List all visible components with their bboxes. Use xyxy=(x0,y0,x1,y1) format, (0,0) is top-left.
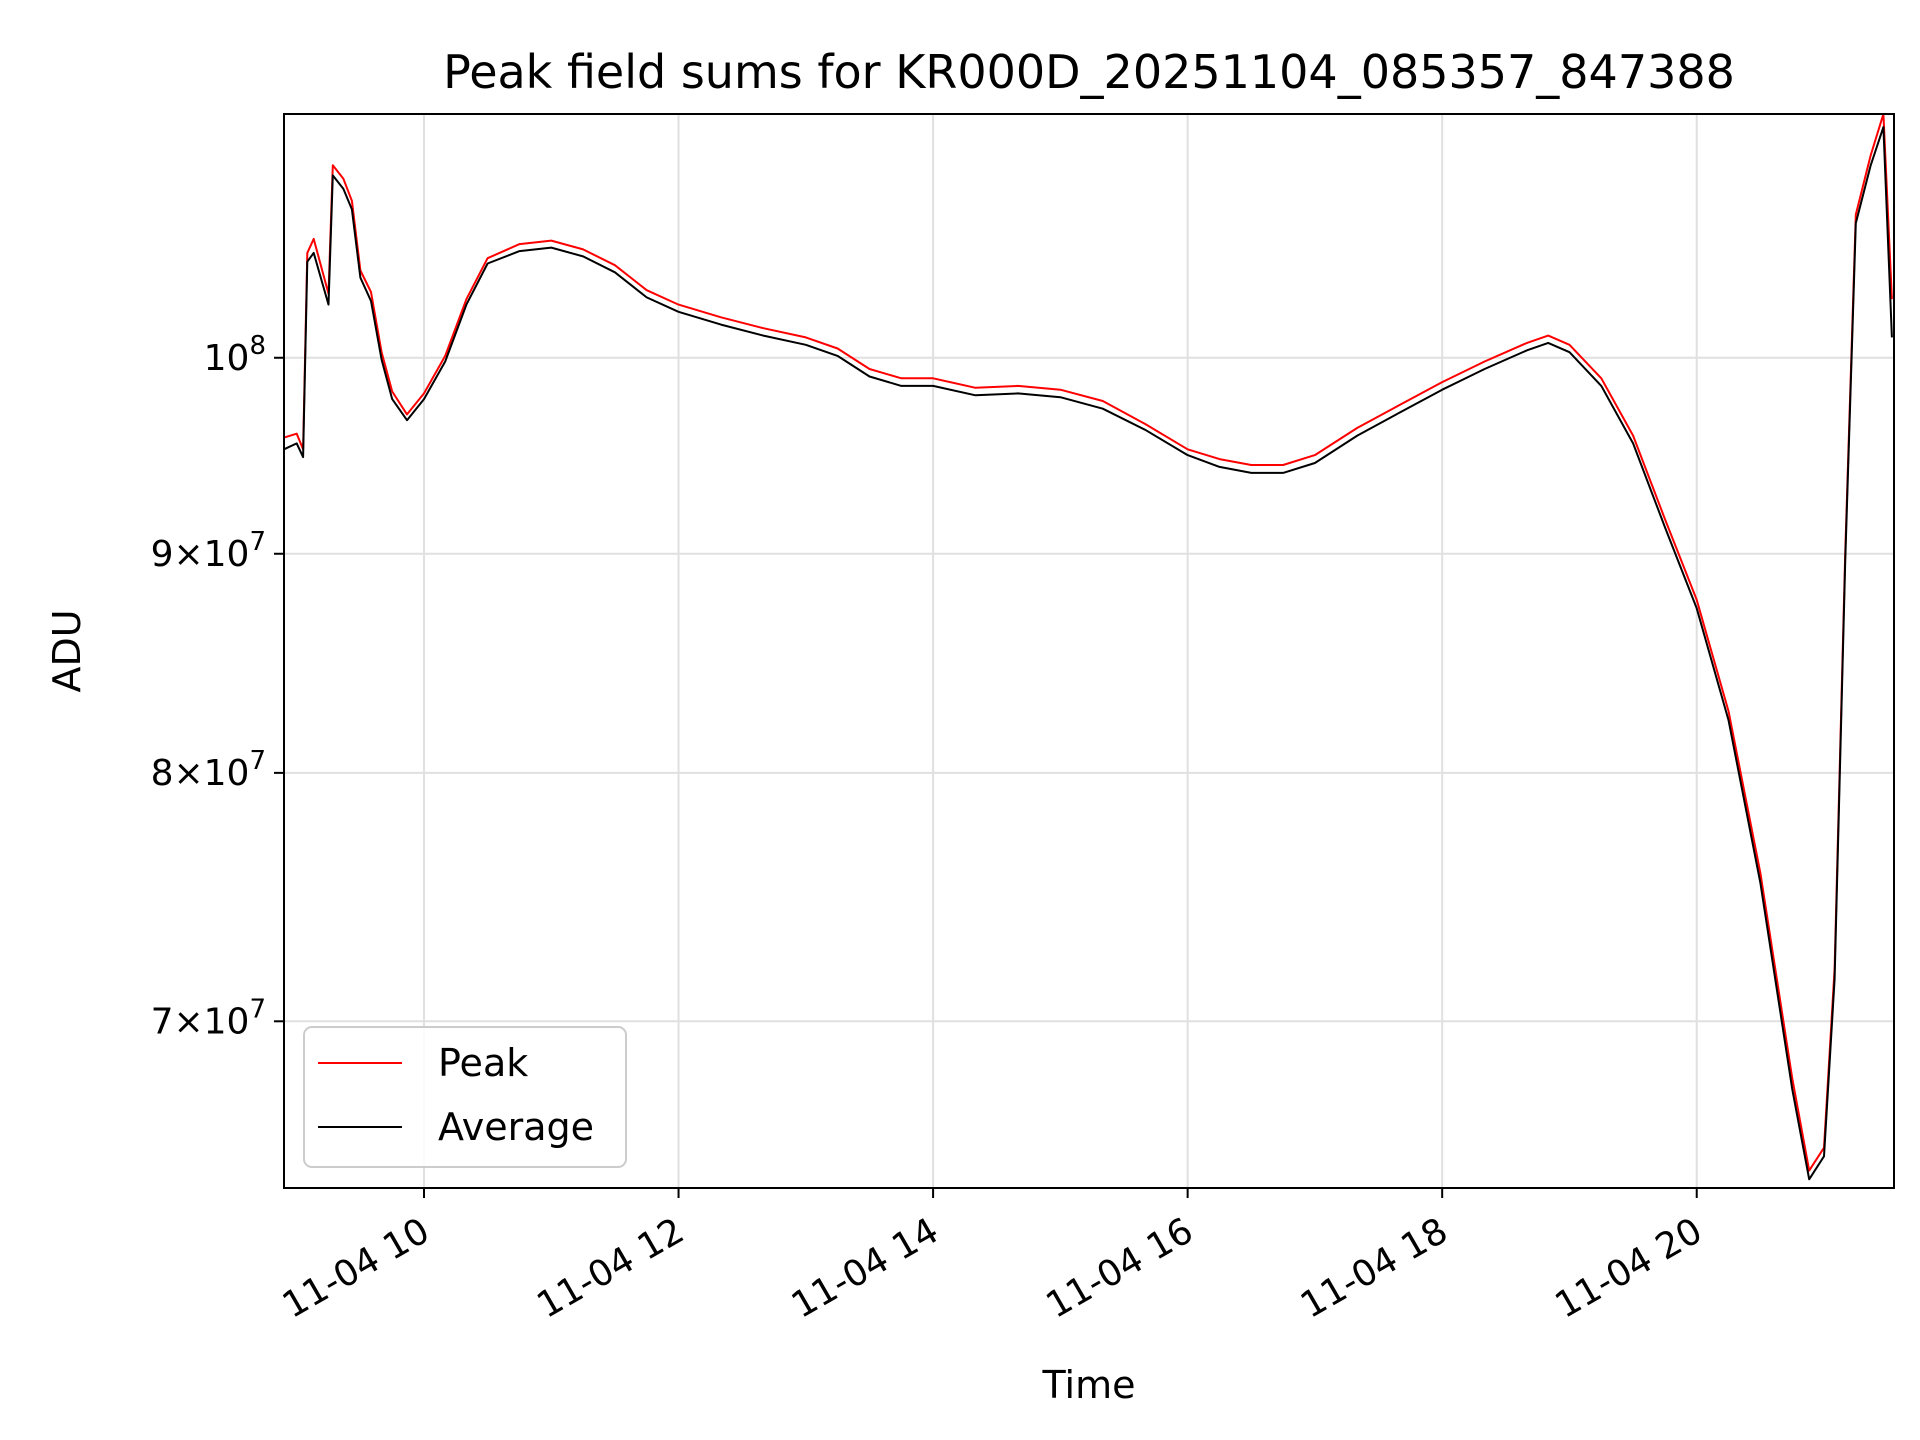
legend-label-peak: Peak xyxy=(438,1041,528,1085)
x-axis-title: Time xyxy=(1042,1363,1136,1407)
legend-label-average: Average xyxy=(438,1105,594,1149)
y-tick-label: 108 xyxy=(204,331,266,379)
chart-title: Peak field sums for KR000D_20251104_0853… xyxy=(443,45,1735,99)
y-axis-ticks: 7×107 8×107 9×107 108 xyxy=(151,331,284,1042)
series-line-peak xyxy=(283,113,1893,1172)
y-axis-title: ADU xyxy=(45,609,89,692)
y-tick-label: 7×107 xyxy=(151,994,266,1042)
series-lines xyxy=(283,113,1893,1181)
y-tick-label: 9×107 xyxy=(151,527,266,575)
legend: Peak Average xyxy=(303,1026,627,1168)
gridlines xyxy=(284,114,1894,1188)
y-tick-label: 8×107 xyxy=(151,746,266,794)
series-line-average xyxy=(283,126,1893,1181)
plot-frame xyxy=(283,113,1895,1189)
